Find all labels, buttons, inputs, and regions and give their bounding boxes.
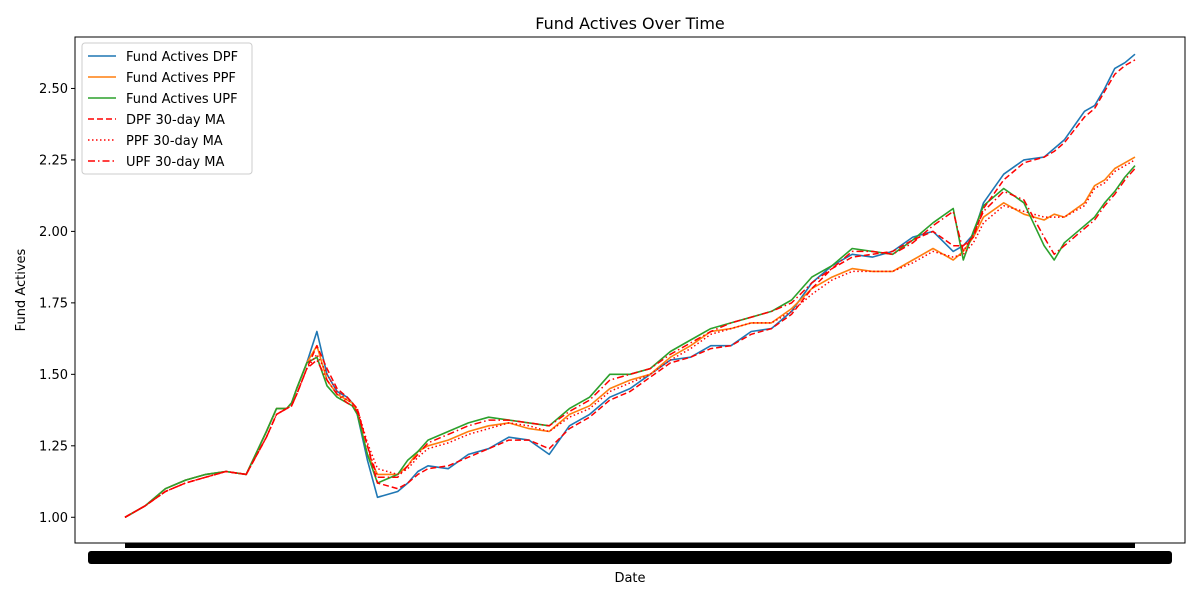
chart-title: Fund Actives Over Time bbox=[535, 14, 725, 33]
y-tick-label: 2.25 bbox=[39, 153, 68, 168]
legend-label: UPF 30-day MA bbox=[126, 155, 224, 170]
series-line-ppf-30-day-ma bbox=[124, 159, 1136, 518]
legend: Fund Actives DPF Fund Actives PPF Fund Act… bbox=[81, 42, 253, 175]
legend-box bbox=[81, 42, 253, 175]
y-tick-label: 2.00 bbox=[39, 225, 68, 240]
y-axis-label: Fund Actives bbox=[14, 248, 29, 331]
y-tick-label: 1.75 bbox=[39, 296, 68, 311]
x-axis-label: Date bbox=[614, 571, 645, 586]
y-axis-ticks: 1.00 1.25 1.50 1.75 2.00 2.25 2.50 bbox=[39, 82, 75, 526]
x-tick-marks-band bbox=[125, 543, 1135, 548]
legend-label: DPF 30-day MA bbox=[126, 113, 225, 128]
x-axis-ticks bbox=[88, 543, 1172, 564]
legend-label: Fund Actives UPF bbox=[126, 92, 238, 107]
y-tick-label: 1.00 bbox=[39, 511, 68, 526]
plot-lines bbox=[124, 53, 1136, 518]
legend-label: PPF 30-day MA bbox=[126, 134, 223, 149]
legend-label: Fund Actives PPF bbox=[126, 71, 236, 86]
y-tick-label: 1.50 bbox=[39, 368, 68, 383]
series-line-upf-30-day-ma bbox=[124, 168, 1136, 518]
plot-area-frame bbox=[74, 36, 1186, 544]
legend-label: Fund Actives DPF bbox=[126, 50, 238, 65]
y-tick-label: 1.25 bbox=[39, 439, 68, 454]
y-tick-label: 2.50 bbox=[39, 82, 68, 97]
x-tick-labels-overlapping bbox=[88, 551, 1172, 564]
